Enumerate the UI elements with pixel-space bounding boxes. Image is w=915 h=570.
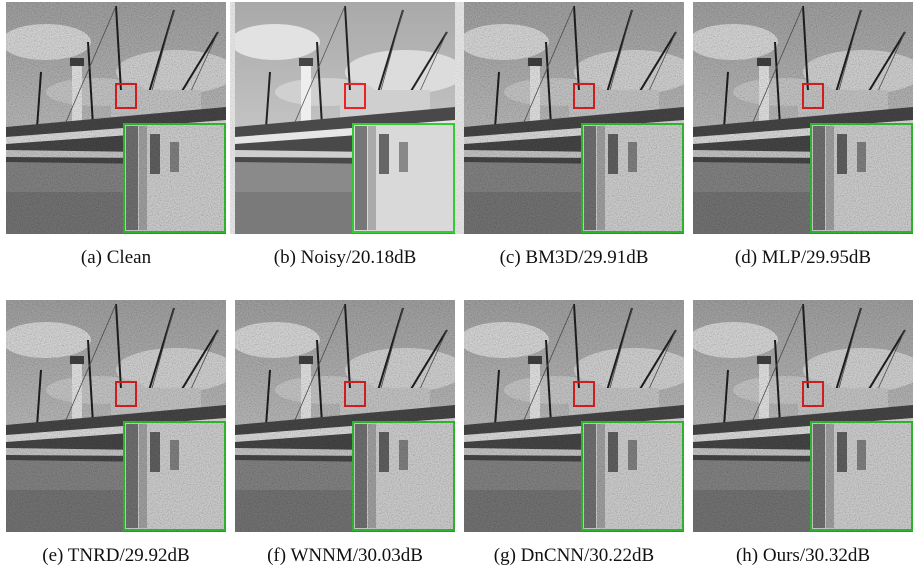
figure-panel: (d) MLP/29.95dB	[688, 2, 915, 268]
caption: (f) WNNM/30.03dB	[267, 545, 423, 565]
image	[1, 300, 236, 532]
figure-panel: (h) Ours/30.32dB	[688, 300, 915, 565]
image	[230, 300, 465, 532]
figure-panel: (c) BM3D/29.91dB	[459, 2, 694, 268]
caption: (a) Clean	[81, 247, 152, 268]
figure-panel: (g) DnCNN/30.22dB	[459, 300, 694, 565]
image	[688, 300, 915, 532]
image	[459, 300, 694, 532]
caption: (g) DnCNN/30.22dB	[494, 545, 654, 565]
figure-panel: (a) Clean	[1, 2, 236, 268]
image	[1, 2, 236, 234]
caption: (d) MLP/29.95dB	[735, 247, 871, 268]
figure: (a) Clean (b) Noisy/20.18dB (c) BM3D/29.91…	[0, 0, 915, 565]
caption: (h) Ours/30.32dB	[736, 545, 870, 565]
image	[688, 2, 915, 234]
caption: (b) Noisy/20.18dB	[274, 247, 417, 268]
image	[230, 2, 465, 234]
caption: (c) BM3D/29.91dB	[500, 247, 649, 268]
figure-panel: (e) TNRD/29.92dB	[1, 300, 236, 565]
image	[459, 2, 694, 234]
figure-panel: (f) WNNM/30.03dB	[230, 300, 465, 565]
figure-panel: (b) Noisy/20.18dB	[230, 2, 465, 268]
caption: (e) TNRD/29.92dB	[42, 545, 189, 565]
